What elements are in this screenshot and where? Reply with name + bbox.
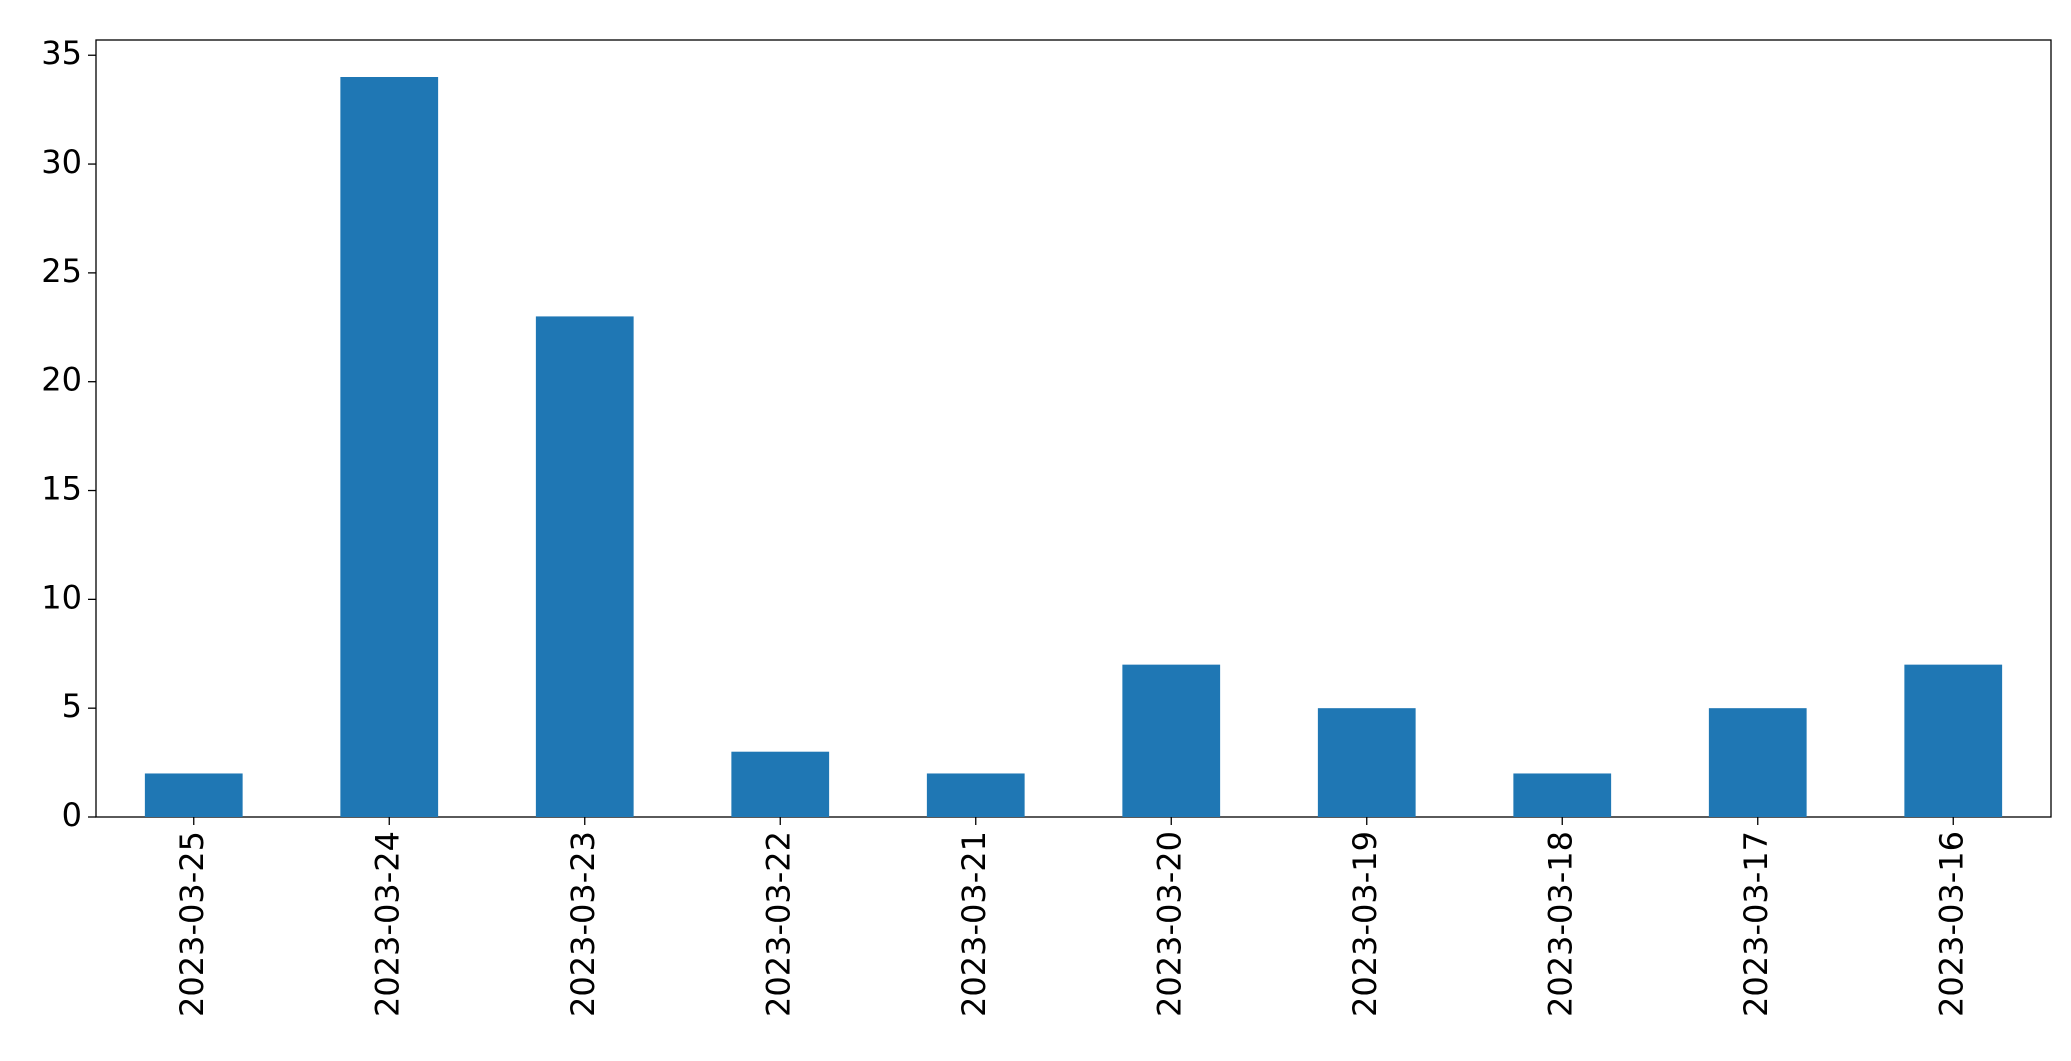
x-tick-label: 2023-03-17 xyxy=(1737,831,1775,1017)
bar xyxy=(926,773,1025,817)
x-tick-label: 2023-03-19 xyxy=(1346,831,1384,1017)
plot-frame xyxy=(95,39,2052,818)
y-tick-label: 0 xyxy=(62,796,82,834)
y-tick-label: 30 xyxy=(41,143,82,181)
y-tick-label: 25 xyxy=(41,252,82,290)
bar xyxy=(340,77,439,817)
x-tick-label: 2023-03-22 xyxy=(759,831,797,1017)
bar xyxy=(1122,664,1221,817)
x-tick-label: 2023-03-23 xyxy=(564,831,602,1017)
bar xyxy=(1904,664,2003,817)
y-tick-label: 10 xyxy=(41,578,82,616)
y-tick-label: 5 xyxy=(62,687,82,725)
bar xyxy=(535,316,634,817)
bar xyxy=(1708,708,1807,817)
x-tick-label: 2023-03-25 xyxy=(173,831,211,1017)
x-tick-label: 2023-03-21 xyxy=(955,831,993,1017)
x-tick-label: 2023-03-18 xyxy=(1541,831,1579,1017)
y-tick-label: 35 xyxy=(41,34,82,72)
x-tick-label: 2023-03-20 xyxy=(1150,831,1188,1017)
y-tick-label: 15 xyxy=(41,470,82,508)
y-tick-label: 20 xyxy=(41,361,82,399)
x-tick-label: 2023-03-24 xyxy=(368,831,406,1017)
bar xyxy=(1513,773,1612,817)
bar xyxy=(731,751,830,817)
x-tick-label: 2023-03-16 xyxy=(1932,831,1970,1017)
bar xyxy=(144,773,243,817)
bar xyxy=(1317,708,1416,817)
